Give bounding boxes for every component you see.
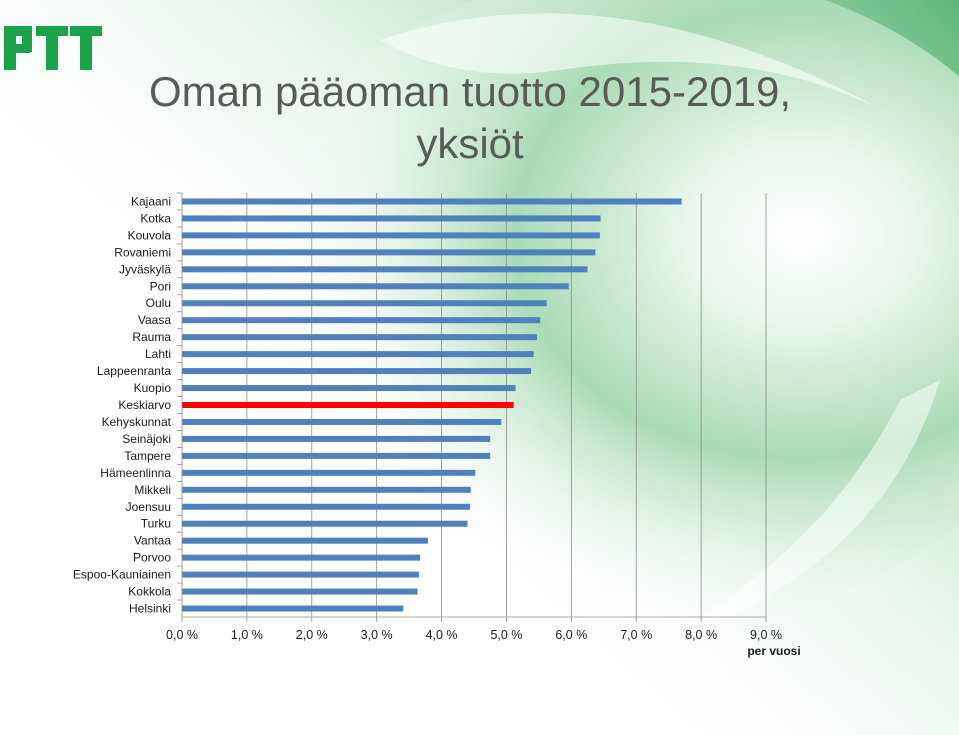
- ptt-logo: [4, 26, 102, 70]
- bar: [182, 385, 516, 392]
- category-label: Mikkeli: [134, 483, 171, 497]
- category-label: Kajaani: [131, 194, 171, 208]
- category-label: Espoo-Kauniainen: [73, 568, 171, 582]
- category-label: Vaasa: [138, 313, 171, 327]
- category-label: Lappeenranta: [97, 364, 171, 378]
- bar: [182, 571, 419, 578]
- bar: [182, 317, 541, 324]
- bar-highlight: [182, 402, 514, 408]
- category-label: Kuopio: [134, 381, 172, 395]
- category-label: Turku: [141, 517, 171, 531]
- category-label: Kehyskunnat: [102, 415, 172, 429]
- category-label: Pori: [150, 279, 171, 293]
- x-tick-label: 1,0 %: [231, 628, 263, 642]
- bar: [182, 283, 569, 290]
- bar: [182, 588, 418, 595]
- title-line-1: Oman pääoman tuotto 2015-2019,: [148, 68, 792, 115]
- category-label: Seinäjoki: [122, 432, 171, 446]
- bar: [182, 520, 468, 527]
- title-line-2: yksiöt: [416, 120, 524, 167]
- bar: [182, 605, 404, 612]
- bar: [182, 249, 596, 256]
- x-tick-label: 8,0 %: [685, 628, 717, 642]
- category-label: Rauma: [132, 330, 171, 344]
- bar: [182, 537, 428, 544]
- bar: [182, 554, 421, 561]
- x-tick-label: 0,0 %: [166, 628, 198, 642]
- bar: [182, 351, 534, 358]
- bar: [182, 469, 476, 476]
- x-tick-label: 3,0 %: [361, 628, 393, 642]
- bar: [182, 435, 491, 442]
- x-tick-label: 7,0 %: [620, 628, 652, 642]
- bar: [182, 300, 547, 307]
- category-label: Kokkola: [128, 585, 171, 599]
- x-tick-label: 2,0 %: [296, 628, 328, 642]
- slide-title: Oman pääoman tuotto 2015-2019, yksiöt: [100, 66, 840, 170]
- bar: [182, 503, 471, 510]
- x-tick-label: 9,0 %: [750, 628, 782, 642]
- bar: [182, 334, 537, 341]
- x-axis-unit-label: per vuosi: [747, 644, 800, 658]
- bar: [182, 266, 588, 273]
- tick-labels: 0,0 % 1,0 % 2,0 % 3,0 % 4,0 % 5,0 % 6,0 % 7,0 %…: [166, 628, 782, 642]
- bar: [182, 368, 532, 375]
- axes: [177, 192, 767, 622]
- category-labels: Kajaani Kotka Kouvola Rovaniemi Jyväskylä Por…: [73, 194, 172, 615]
- x-tick-label: 4,0 %: [426, 628, 458, 642]
- x-tick-label: 5,0 %: [490, 628, 522, 642]
- bar: [182, 418, 502, 425]
- x-tick-label: 6,0 %: [555, 628, 587, 642]
- category-label: Porvoo: [133, 551, 171, 565]
- bar: [182, 198, 682, 205]
- bars: [182, 198, 682, 612]
- category-label: Lahti: [145, 347, 171, 361]
- category-label: Kotka: [140, 211, 171, 225]
- category-label: Joensuu: [126, 500, 171, 514]
- bar: [182, 452, 491, 459]
- category-label: Tampere: [124, 449, 171, 463]
- bar: [182, 215, 601, 222]
- category-label: Vantaa: [134, 534, 171, 548]
- category-label: Helsinki: [129, 602, 171, 616]
- bar: [182, 232, 600, 239]
- bar: [182, 486, 471, 493]
- category-label: Oulu: [146, 296, 171, 310]
- category-label: Rovaniemi: [114, 245, 171, 259]
- category-label: Hämeenlinna: [100, 466, 171, 480]
- category-label: Keskiarvo: [118, 398, 171, 412]
- category-label: Kouvola: [128, 228, 172, 242]
- category-label: Jyväskylä: [119, 262, 171, 276]
